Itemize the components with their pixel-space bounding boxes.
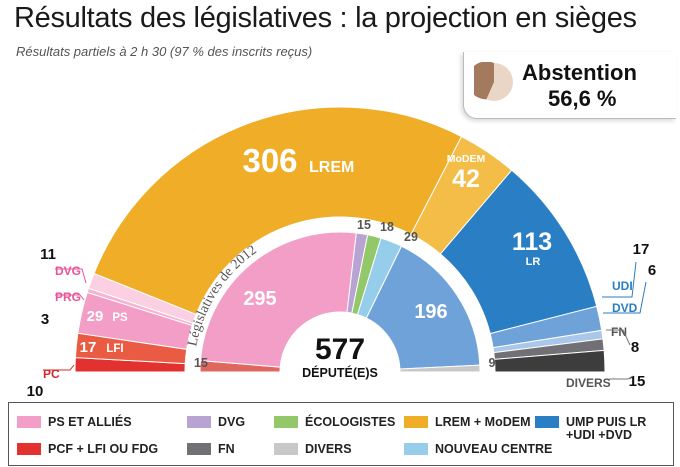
outer-segment-lrem — [93, 106, 463, 315]
legend-label: DVG — [218, 415, 246, 429]
outer-label-pc: PC — [43, 367, 60, 381]
outer-value-lr: 113 — [512, 228, 552, 256]
legend-item-pcf: PCF + LFI OU FDG — [17, 443, 158, 456]
inner-value-pcf: 15 — [194, 356, 208, 370]
outer-value-divers: 15 — [629, 373, 646, 390]
outer-label-prg: PRG — [55, 290, 81, 304]
outer-label-modem: MoDEM — [447, 153, 486, 165]
outer-label-fn: FN — [611, 325, 627, 339]
inner-value-dvg: 15 — [357, 218, 371, 232]
leader-dvd — [603, 281, 647, 314]
legend-label: PS ET ALLIÉS — [48, 415, 132, 429]
legend-swatch — [535, 416, 559, 428]
outer-value-dvg: 11 — [40, 246, 56, 263]
legend-swatch — [17, 443, 41, 455]
legend-item-ump: UMP PUIS LR +UDI +DVD — [535, 416, 674, 442]
legend-swatch — [404, 443, 428, 455]
leader-pc — [43, 364, 75, 371]
legend-item-nouveau-centre: NOUVEAU CENTRE — [404, 443, 552, 456]
abstention-pie — [474, 62, 513, 101]
legend-swatch — [187, 443, 211, 455]
legend-swatch — [274, 443, 298, 455]
page-title: Résultats des législatives : la projecti… — [14, 2, 637, 34]
legend-item-fn: FN — [187, 443, 235, 456]
legend-item-ps: PS ET ALLIÉS — [17, 416, 132, 429]
legend-item-dvg: DVG — [187, 416, 245, 429]
legend-label: UMP PUIS LR +UDI +DVD — [566, 415, 647, 442]
outer-value-prg: 3 — [41, 311, 49, 328]
chart-legend: PS ET ALLIÉS DVG ÉCOLOGISTES LREM + MoDE… — [8, 402, 674, 466]
abstention-pie-slice — [474, 62, 494, 100]
inner-value-eco: 18 — [380, 220, 394, 234]
legend-label: NOUVEAU CENTRE — [435, 442, 553, 456]
leader-divers — [609, 375, 634, 380]
outer-label-lr: LR — [526, 256, 541, 268]
legend-swatch — [404, 416, 428, 428]
legend-label: LREM + MoDEM — [435, 415, 531, 429]
legend-label: FN — [218, 442, 235, 456]
inner-value-divers: 9 — [489, 356, 496, 370]
outer-label-dvd: DVD — [612, 301, 638, 315]
total-seats-label: DÉPUTÉ(E)S — [302, 365, 378, 380]
outer-label-lrem: LREM — [309, 159, 354, 176]
outer-value-lfi: 17 — [80, 339, 97, 356]
outer-value-udi: 17 — [633, 241, 650, 258]
outer-segment-divers — [493, 349, 606, 373]
leader-fn — [606, 329, 631, 346]
abstention-label: Abstention — [522, 60, 637, 85]
outer-value-modem: 42 — [452, 165, 480, 193]
legend-label: PCF + LFI OU FDG — [48, 442, 159, 456]
outer-value-pc: 10 — [27, 383, 44, 400]
legend-swatch — [187, 416, 211, 428]
hemicycle-center — [280, 312, 400, 372]
outer-value-lrem: 306 — [242, 142, 297, 179]
legend-swatch — [17, 416, 41, 428]
legend-item-divers: DIVERS — [274, 443, 352, 456]
outer-value-ps: 29 — [87, 308, 104, 325]
outer-value-fn: 8 — [631, 339, 639, 356]
abstention-value: 56,6 % — [548, 86, 617, 111]
outer-label-lfi: LFI — [106, 343, 123, 355]
page-subtitle: Résultats partiels à 2 h 30 (97 % des in… — [16, 44, 313, 59]
legend-label: DIVERS — [305, 442, 352, 456]
outer-value-dvd: 6 — [648, 262, 656, 279]
legend-item-lrem: LREM + MoDEM — [404, 416, 530, 429]
outer-label-dvg: DVG — [55, 264, 81, 278]
legend-label: ÉCOLOGISTES — [305, 415, 396, 429]
outer-label-divers: DIVERS — [566, 376, 611, 390]
inner-value-nc: 29 — [404, 230, 418, 244]
leader-dvg — [55, 268, 87, 284]
total-seats-value: 577 — [315, 333, 365, 366]
inner-value-ps: 295 — [243, 288, 276, 310]
leader-prg — [55, 294, 85, 301]
legend-item-ecologistes: ÉCOLOGISTES — [274, 416, 395, 429]
outer-label-udi: UDI — [612, 279, 633, 293]
outer-label-ps: PS — [112, 312, 128, 324]
legend-swatch — [274, 416, 298, 428]
inner-value-ump: 196 — [414, 301, 447, 323]
leader-udi — [602, 261, 637, 298]
